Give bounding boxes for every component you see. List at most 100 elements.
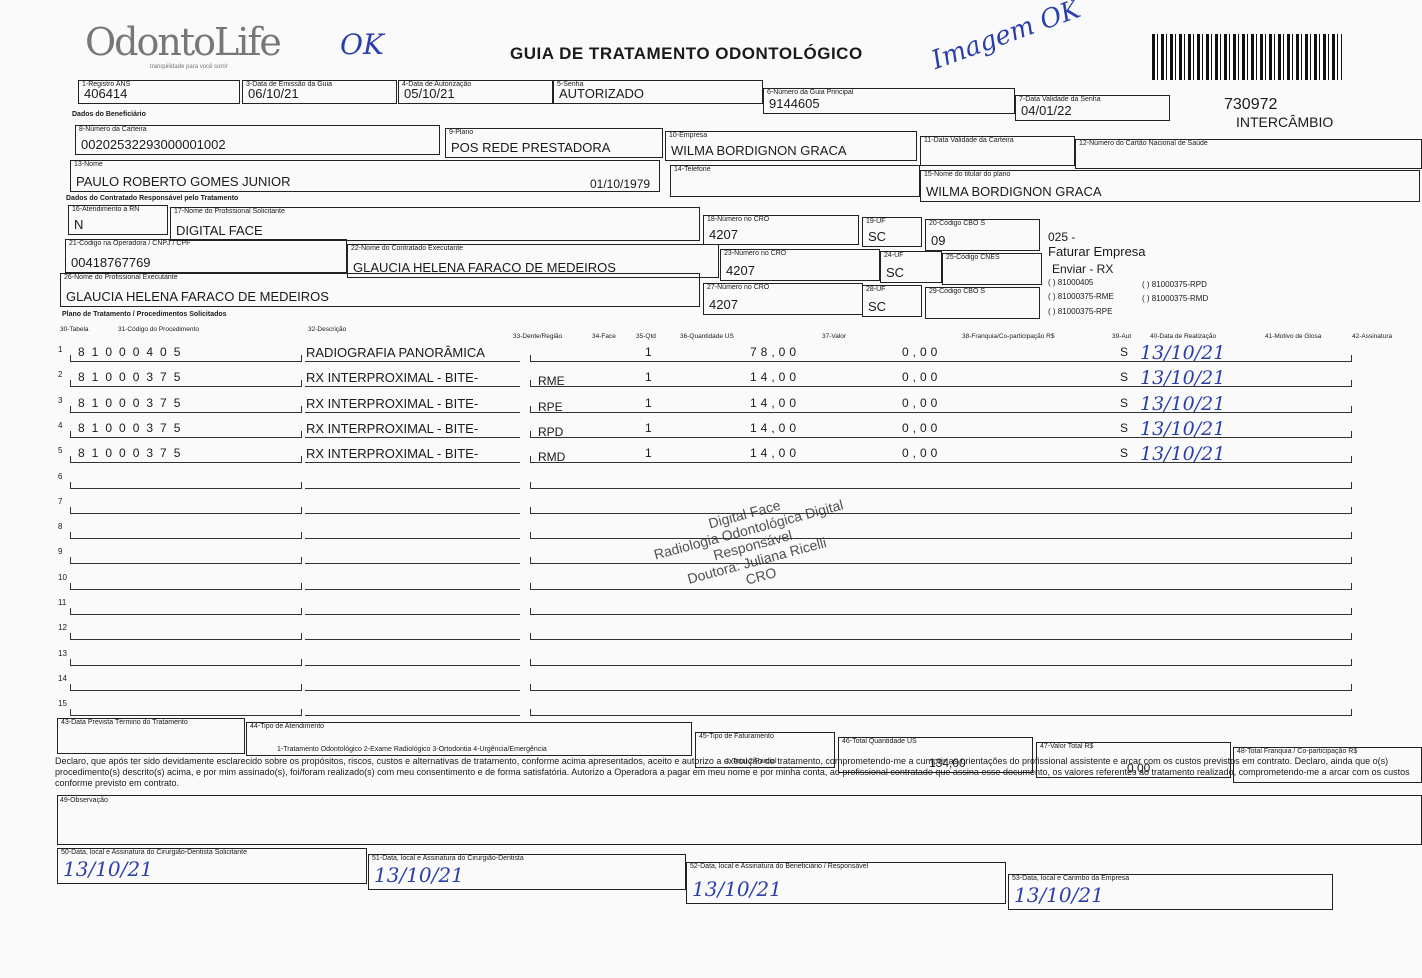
handwriting: Imagem OK — [927, 0, 1085, 76]
boxes — [305, 538, 520, 540]
column-header: 39-Aut — [1112, 333, 1132, 340]
field-label: 52-Data, local e Assinatura do Beneficiá… — [690, 863, 869, 870]
row-number: 2 — [58, 370, 63, 380]
field-label: 46-Total Quantidade US — [842, 738, 917, 745]
procedure-code: 81000375 — [78, 446, 188, 461]
column-header: 33-Dente/Região — [513, 333, 563, 340]
signature-box: 52-Data, local e Assinatura do Beneficiá… — [686, 862, 1006, 904]
field: 11-Data Validade da Carteira — [920, 136, 1075, 166]
field-label: 11-Data Validade da Carteira — [924, 137, 1014, 144]
field-label: 13-Nome — [74, 161, 103, 168]
boxes — [70, 405, 302, 413]
realization-date: 13/10/21 — [1140, 417, 1226, 440]
quantity-us: 14,00 — [750, 446, 801, 461]
field-label: 50-Data, local e Assinatura do Cirurgião… — [61, 849, 247, 856]
row-number: 12 — [58, 623, 67, 633]
signature-box: 50-Data, local e Assinatura do Cirurgião… — [57, 848, 367, 884]
form-title: GUIA DE TRATAMENTO ODONTOLÓGICO — [510, 44, 863, 63]
field-value: 05/10/21 — [404, 86, 455, 101]
row-number: 15 — [58, 699, 67, 709]
field: 24-UF SC — [880, 251, 942, 283]
realization-date: 13/10/21 — [1140, 367, 1226, 390]
row-number: 8 — [58, 522, 63, 532]
boxes — [530, 683, 1352, 691]
column-header: 40-Data de Realização — [1150, 333, 1217, 340]
signature-date: 13/10/21 — [1014, 883, 1104, 907]
boxes — [530, 658, 1352, 666]
field-label: 12-Número do Cartão Nacional de Saúde — [1079, 140, 1208, 147]
boxes — [530, 380, 1352, 388]
procedure-description: RX INTERPROXIMAL - BITE- — [306, 395, 479, 411]
procedure-description: RX INTERPROXIMAL - BITE- — [306, 370, 479, 386]
signature-box: 53-Data, local e Carimbo da Empresa 13/10… — [1008, 874, 1333, 910]
section-title: Dados do Beneficiário — [72, 111, 146, 118]
field-label: 45-Tipo de Faturamento — [699, 733, 774, 740]
note: ( ) 81000405 — [1048, 278, 1094, 287]
quantity: 1 — [645, 370, 652, 385]
boxes — [305, 411, 520, 413]
realization-date: 13/10/21 — [1140, 392, 1226, 415]
boxes — [530, 582, 1352, 590]
boxes — [305, 436, 520, 438]
field-label: 22-Nome do Contratado Executante — [351, 245, 464, 252]
signature-date: 13/10/21 — [374, 863, 464, 887]
note: ( ) 81000375-RMD — [1142, 294, 1209, 303]
guide-code: 730972 — [1224, 96, 1278, 113]
signature-date: 13/10/21 — [692, 877, 782, 901]
field-label: 47-Valor Total R$ — [1040, 743, 1094, 750]
field-value: N — [74, 217, 84, 232]
field: 13-Nome PAULO ROBERTO GOMES JUNIOR — [70, 160, 660, 192]
column-header: 42-Assinatura — [1352, 333, 1393, 340]
field-label: 14-Telefone — [674, 166, 711, 173]
field-label: 27-Número no CRO — [707, 284, 770, 291]
boxes — [305, 588, 520, 590]
barcode — [1152, 34, 1342, 80]
note: 025 - — [1048, 230, 1076, 244]
procedure-code: 81000375 — [78, 395, 188, 410]
procedure-code: 81000375 — [78, 370, 188, 385]
tooth-region: RPD — [538, 424, 564, 439]
quantity: 1 — [645, 446, 652, 461]
field-value: 00418767769 — [71, 255, 151, 270]
boxes — [70, 506, 302, 514]
field: 12-Número do Cartão Nacional de Saúde — [1075, 139, 1422, 169]
section-title: Dados do Contratado Responsável pelo Tra… — [66, 195, 239, 202]
boxes — [305, 689, 520, 691]
field: 19-UF SC — [862, 217, 922, 247]
field-label: 3-Data de Emissão da Guia — [246, 81, 332, 88]
observation-label: 49-Observação — [60, 797, 108, 804]
value: 0,00 — [902, 395, 942, 410]
column-header: 37-Valor — [822, 333, 847, 340]
boxes — [530, 633, 1352, 641]
boxes — [70, 582, 302, 590]
field-label: 28-UF — [866, 286, 886, 293]
boxes — [70, 355, 302, 362]
boxes — [305, 361, 520, 362]
boxes — [70, 557, 302, 565]
quantity-us: 14,00 — [750, 420, 801, 435]
field-label: 44-Tipo de Atendimento — [250, 723, 325, 730]
column-header: 35-Qtd — [636, 333, 656, 340]
boxes — [70, 380, 302, 388]
quantity: 1 — [645, 420, 652, 435]
field-value: GLAUCIA HELENA FARACO DE MEDEIROS — [66, 289, 329, 304]
footer-field: 43-Data Prevista Término do Tratamento — [57, 718, 245, 754]
field: 18-Número no CRO 4207 — [703, 215, 859, 245]
field: 22-Nome do Contratado Executante GLAUCIA … — [347, 244, 719, 278]
row-number: 1 — [58, 345, 63, 354]
boxes — [305, 639, 520, 641]
boxes — [530, 355, 1352, 362]
birth-date: 01/10/1979 — [590, 177, 651, 191]
quantity: 1 — [645, 345, 652, 359]
field-value: POS REDE PRESTADORA — [451, 140, 611, 155]
field-label: 6-Número da Guia Principal — [767, 89, 854, 96]
field-value: 0,00 — [1127, 761, 1151, 775]
footer-field: 45-Tipo de Faturamento 1-Total 2-Parcial — [695, 732, 835, 768]
column-header: 36-Quantidade US — [680, 333, 734, 340]
field: 20-Código CBO S 09 — [925, 219, 1040, 251]
field: 15-Nome do titular do plano WILMA BORDIGN… — [920, 170, 1420, 202]
boxes — [305, 462, 520, 464]
row-number: 5 — [58, 446, 63, 456]
note: ( ) 81000375-RME — [1048, 292, 1114, 301]
procedure-description: RX INTERPROXIMAL - BITE- — [306, 446, 479, 462]
